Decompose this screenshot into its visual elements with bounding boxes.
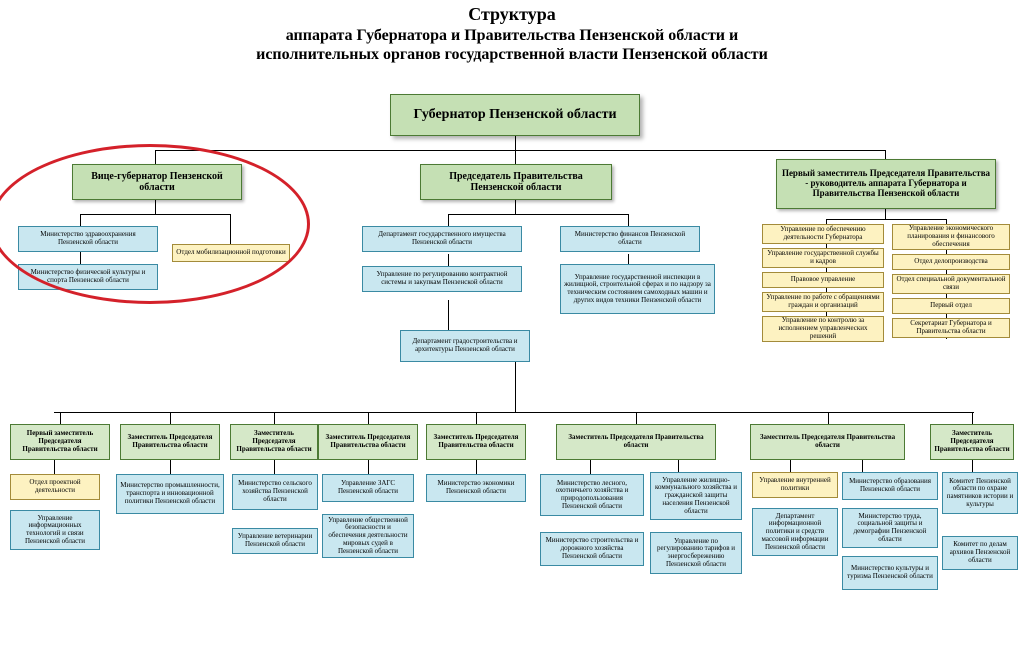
deputy-head-0: Первый заместитель Председателя Правител… <box>10 424 110 460</box>
col-box: Министерство труда, социальной защиты и … <box>842 508 938 548</box>
col-box: Управление информационных технологий и с… <box>10 510 100 550</box>
col-box: Министерство экономики Пензенской област… <box>426 474 526 502</box>
deputy-head-4: Заместитель Председателя Правительства о… <box>426 424 526 460</box>
deputy-head-7: Заместитель Председателя Правительства о… <box>930 424 1014 460</box>
col-box: Управление жилищно- коммунального хозяйс… <box>650 472 742 520</box>
col-box: Управление ЗАГС Пензенской области <box>322 474 414 502</box>
col-box: Комитет по делам архивов Пензенской обла… <box>942 536 1018 570</box>
title-line2: аппарата Губернатора и Правительства Пен… <box>0 26 1024 45</box>
col-box: Управление внутренней политики <box>752 472 838 498</box>
governor-box: Губернатор Пензенской области <box>390 94 640 136</box>
first-deputy: Первый заместитель Председателя Правител… <box>776 159 996 209</box>
col-box: Управление общественной безопасности и о… <box>322 514 414 558</box>
col-box: Комитет Пензенской области по охране пам… <box>942 472 1018 514</box>
fd-l1: Управление государственной службы и кадр… <box>762 248 884 268</box>
chair-inspection: Управление государственной инспекции в ж… <box>560 264 715 314</box>
highlight-ellipse <box>0 144 310 304</box>
col-box: Управление ветеринарии Пензенской област… <box>232 528 318 554</box>
fd-l4: Управление по контролю за исполнением уп… <box>762 316 884 342</box>
deputy-head-6: Заместитель Председателя Правительства о… <box>750 424 905 460</box>
deputy-head-1: Заместитель Председателя Правительства о… <box>120 424 220 460</box>
col-box: Министерство промышленности, транспорта … <box>116 474 224 514</box>
fd-r1: Отдел делопроизводства <box>892 254 1010 270</box>
fd-r3: Первый отдел <box>892 298 1010 314</box>
col-box: Департамент информационной политики и ср… <box>752 508 838 556</box>
fd-l2: Правовое управление <box>762 272 884 288</box>
col-box: Министерство образования Пензенской обла… <box>842 472 938 500</box>
fd-r2: Отдел специальной документальной связи <box>892 274 1010 294</box>
chair-contract: Управление по регулированию контрактной … <box>362 266 522 292</box>
col-box: Министерство сельского хозяйства Пензенс… <box>232 474 318 510</box>
chairman: Председатель Правительства Пензенской об… <box>420 164 612 200</box>
fd-r0: Управление экономического планирования и… <box>892 224 1010 250</box>
deputy-head-2: Заместитель Председателя Правительства о… <box>230 424 318 460</box>
fd-r4: Секретариат Губернатора и Правительства … <box>892 318 1010 338</box>
col-box: Министерство культуры и туризма Пензенск… <box>842 556 938 590</box>
deputy-head-3: Заместитель Председателя Правительства о… <box>318 424 418 460</box>
chair-property: Департамент государственного имущества П… <box>362 226 522 252</box>
title-line1: Структура <box>0 4 1024 26</box>
col-box: Управление по регулированию тарифов и эн… <box>650 532 742 574</box>
col-box: Отдел проектной деятельности <box>10 474 100 500</box>
chair-finance: Министерство финансов Пензенской области <box>560 226 700 252</box>
col-box: Министерство строительства и дорожного х… <box>540 532 644 566</box>
fd-l0: Управление по обеспечению деятельности Г… <box>762 224 884 244</box>
title-line3: исполнительных органов государственной в… <box>0 45 1024 64</box>
fd-l3: Управление по работе с обращениями гражд… <box>762 292 884 312</box>
col-box: Министерство лесного, охотничьего хозяйс… <box>540 474 644 516</box>
deputy-head-5: Заместитель Председателя Правительства о… <box>556 424 716 460</box>
chair-arch: Департамент градостроительства и архитек… <box>400 330 530 362</box>
